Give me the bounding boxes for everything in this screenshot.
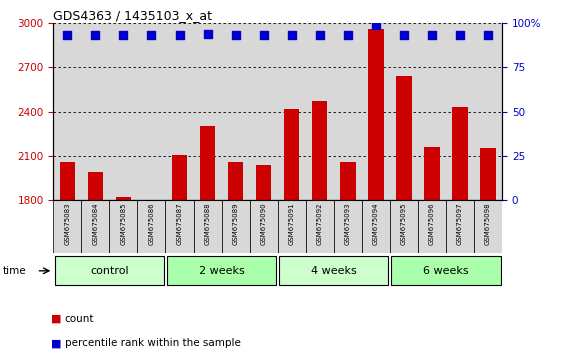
Text: 6 weeks: 6 weeks [423, 266, 469, 276]
Bar [256, 165, 272, 200]
Bar [250, 200, 278, 253]
Text: GSM675089: GSM675089 [233, 202, 238, 245]
Text: GSM675096: GSM675096 [429, 202, 435, 245]
Text: percentile rank within the sample: percentile rank within the sample [65, 338, 241, 348]
Point [63, 33, 72, 38]
Bar [222, 200, 250, 253]
Bar [474, 200, 502, 253]
Bar [452, 107, 468, 200]
Text: GSM675097: GSM675097 [457, 202, 463, 245]
Bar [172, 155, 187, 200]
Bar [228, 162, 243, 200]
Bar [116, 197, 131, 200]
Point [315, 33, 324, 38]
Bar [396, 76, 412, 200]
Bar [418, 200, 446, 253]
Point [343, 33, 352, 38]
Text: control: control [90, 266, 128, 276]
Bar [278, 200, 306, 253]
Text: GDS4363 / 1435103_x_at: GDS4363 / 1435103_x_at [53, 9, 212, 22]
Point [371, 22, 380, 28]
Bar [165, 200, 194, 253]
Bar [390, 200, 418, 253]
Point [175, 33, 184, 38]
Bar [340, 162, 356, 200]
Bar [368, 29, 384, 200]
Text: GSM675083: GSM675083 [65, 202, 70, 245]
Bar [59, 162, 75, 200]
Text: GSM675091: GSM675091 [289, 202, 295, 245]
Bar [284, 109, 300, 200]
Bar [480, 148, 496, 200]
Bar [53, 200, 81, 253]
Bar [200, 126, 215, 200]
Bar [334, 200, 362, 253]
Text: GSM675092: GSM675092 [317, 202, 323, 245]
Point [399, 33, 408, 38]
Bar [446, 200, 474, 253]
Bar [362, 200, 390, 253]
Point [287, 33, 296, 38]
Text: 2 weeks: 2 weeks [199, 266, 245, 276]
Text: GSM675094: GSM675094 [373, 202, 379, 245]
Bar [137, 200, 165, 253]
Point [259, 33, 268, 38]
Text: GSM675085: GSM675085 [121, 202, 126, 245]
Bar [88, 172, 103, 200]
Text: GSM675086: GSM675086 [149, 202, 154, 245]
Text: GSM675088: GSM675088 [205, 202, 210, 245]
Point [91, 33, 100, 38]
FancyBboxPatch shape [55, 256, 164, 285]
Point [203, 31, 212, 36]
Bar [424, 147, 440, 200]
Text: GSM675084: GSM675084 [93, 202, 98, 245]
Text: 4 weeks: 4 weeks [311, 266, 357, 276]
Text: GSM675098: GSM675098 [485, 202, 491, 245]
Point [484, 33, 493, 38]
Text: GSM675087: GSM675087 [177, 202, 182, 245]
Point [147, 33, 156, 38]
FancyBboxPatch shape [392, 256, 501, 285]
Bar [109, 200, 137, 253]
Point [231, 33, 240, 38]
Text: GSM675090: GSM675090 [261, 202, 266, 245]
Bar [312, 101, 328, 200]
Bar [306, 200, 334, 253]
Text: count: count [65, 314, 94, 324]
FancyBboxPatch shape [167, 256, 276, 285]
Text: GSM675093: GSM675093 [345, 202, 351, 245]
Text: GSM675095: GSM675095 [401, 202, 407, 245]
Point [456, 33, 465, 38]
Text: time: time [3, 266, 26, 276]
Point [119, 33, 128, 38]
FancyBboxPatch shape [279, 256, 389, 285]
Text: ■: ■ [50, 338, 61, 348]
Text: ■: ■ [50, 314, 61, 324]
Bar [81, 200, 109, 253]
Bar [194, 200, 222, 253]
Point [427, 33, 436, 38]
